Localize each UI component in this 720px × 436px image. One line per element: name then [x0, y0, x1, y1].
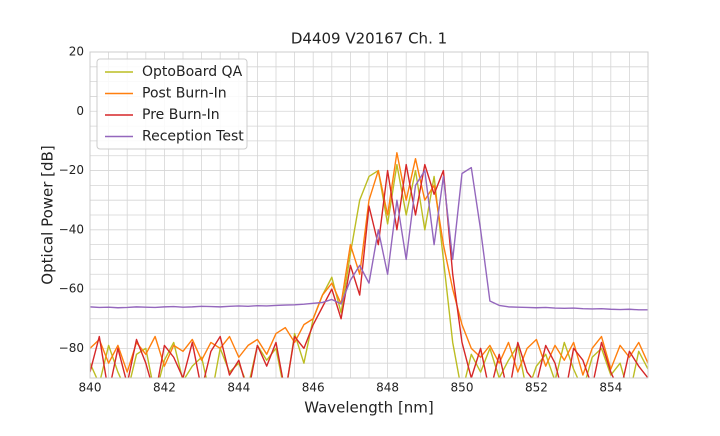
legend-box — [96, 58, 248, 150]
legend-label: Pre Burn-In — [142, 107, 220, 123]
x-tick-label: 848 — [376, 381, 399, 395]
x-tick-label: 846 — [302, 381, 325, 395]
y-tick-label: 20 — [69, 45, 84, 59]
x-tick-label: 850 — [451, 381, 474, 395]
y-axis-label: Optical Power [dB] — [39, 145, 57, 284]
series-line — [90, 163, 648, 378]
y-tick-label: −20 — [59, 163, 84, 177]
x-tick-label: 840 — [79, 381, 102, 395]
series-line — [90, 163, 648, 378]
plot-frame — [89, 51, 649, 379]
y-tick-label: −60 — [59, 282, 84, 296]
y-tick-label: −40 — [59, 222, 84, 236]
x-axis-label: Wavelength [nm] — [304, 399, 434, 417]
ticks: 840 842 844 846 848 850 852 854 −80 −60 −40 −20 0 20 — [59, 45, 623, 395]
series-line — [90, 152, 648, 376]
x-tick-label: 844 — [227, 381, 250, 395]
chart-title: D4409 V20167 Ch. 1 — [291, 30, 447, 48]
series-line — [90, 166, 648, 311]
y-tick-label: 0 — [76, 104, 84, 118]
x-tick-label: 854 — [599, 381, 622, 395]
x-tick-label: 842 — [153, 381, 176, 395]
x-tick-label: 852 — [525, 381, 548, 395]
lines — [90, 152, 648, 378]
y-tick-label: −80 — [59, 341, 84, 355]
legend-label: OptoBoard QA — [142, 64, 243, 80]
legend: OptoBoard QA Post Burn-In Pre Burn-In Recep… — [96, 58, 248, 150]
legend-label: Post Burn-In — [142, 86, 227, 102]
legend-label: Reception Test — [142, 129, 244, 145]
